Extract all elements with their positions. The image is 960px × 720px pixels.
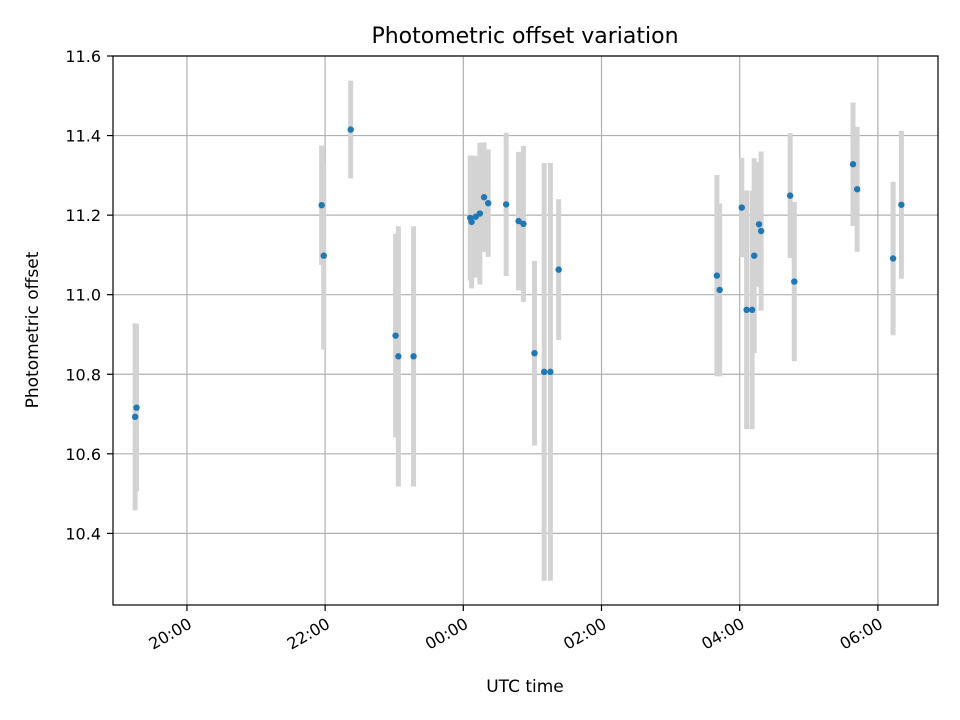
y-tick-label: 10.4 bbox=[65, 524, 101, 543]
data-point bbox=[320, 252, 327, 259]
y-axis-label: Photometric offset bbox=[23, 251, 43, 408]
data-point bbox=[318, 201, 325, 209]
data-point bbox=[713, 272, 721, 279]
y-axis-ticks: 10.4 10.6 10.8 11.0 11.2 11.4 11.6 bbox=[65, 47, 113, 543]
x-tick-label: 02:00 bbox=[560, 614, 609, 654]
data-point bbox=[133, 404, 140, 411]
x-tick-label: 00:00 bbox=[422, 614, 471, 654]
error-bars bbox=[132, 80, 904, 581]
data-point bbox=[531, 349, 538, 357]
x-tick-label: 22:00 bbox=[284, 614, 333, 654]
data-point bbox=[347, 126, 354, 133]
data-point bbox=[502, 201, 510, 208]
y-tick-label: 11.2 bbox=[65, 206, 101, 225]
data-point bbox=[555, 266, 562, 273]
y-tick-label: 11.6 bbox=[65, 47, 101, 66]
data-point bbox=[889, 255, 897, 262]
data-point bbox=[716, 286, 723, 294]
x-tick-label: 06:00 bbox=[836, 614, 885, 654]
data-point bbox=[786, 192, 794, 199]
data-point bbox=[751, 252, 758, 259]
data-point bbox=[484, 199, 492, 207]
y-tick-label: 10.8 bbox=[65, 365, 101, 384]
y-tick-label: 10.6 bbox=[65, 445, 101, 464]
data-point bbox=[131, 413, 139, 421]
data-point bbox=[748, 306, 756, 314]
data-point bbox=[476, 210, 484, 217]
data-point bbox=[410, 353, 417, 360]
data-points bbox=[131, 126, 905, 421]
data-point bbox=[395, 353, 402, 360]
x-axis-ticks: 20:00 22:00 00:00 02:00 04:00 06:00 bbox=[146, 605, 886, 654]
y-tick-label: 11.4 bbox=[65, 127, 101, 146]
data-point bbox=[392, 332, 399, 339]
x-tick-label: 20:00 bbox=[146, 614, 195, 654]
x-tick-label: 04:00 bbox=[698, 614, 747, 654]
data-point bbox=[547, 368, 554, 376]
plot-frame bbox=[112, 55, 939, 606]
data-point bbox=[791, 278, 798, 285]
data-point bbox=[520, 220, 527, 228]
x-axis-label: UTC time bbox=[486, 677, 564, 697]
y-tick-label: 11.0 bbox=[65, 286, 101, 305]
data-point bbox=[755, 221, 763, 228]
grid-lines bbox=[113, 55, 938, 605]
data-point bbox=[540, 368, 548, 376]
data-point bbox=[468, 218, 475, 226]
data-point bbox=[738, 204, 745, 211]
data-point bbox=[480, 194, 488, 201]
data-point bbox=[853, 186, 861, 193]
data-point bbox=[849, 161, 857, 168]
data-point bbox=[898, 201, 905, 208]
data-point bbox=[515, 217, 522, 225]
data-point bbox=[757, 227, 765, 235]
data-point bbox=[743, 306, 750, 314]
chart-title: Photometric offset variation bbox=[371, 24, 678, 49]
